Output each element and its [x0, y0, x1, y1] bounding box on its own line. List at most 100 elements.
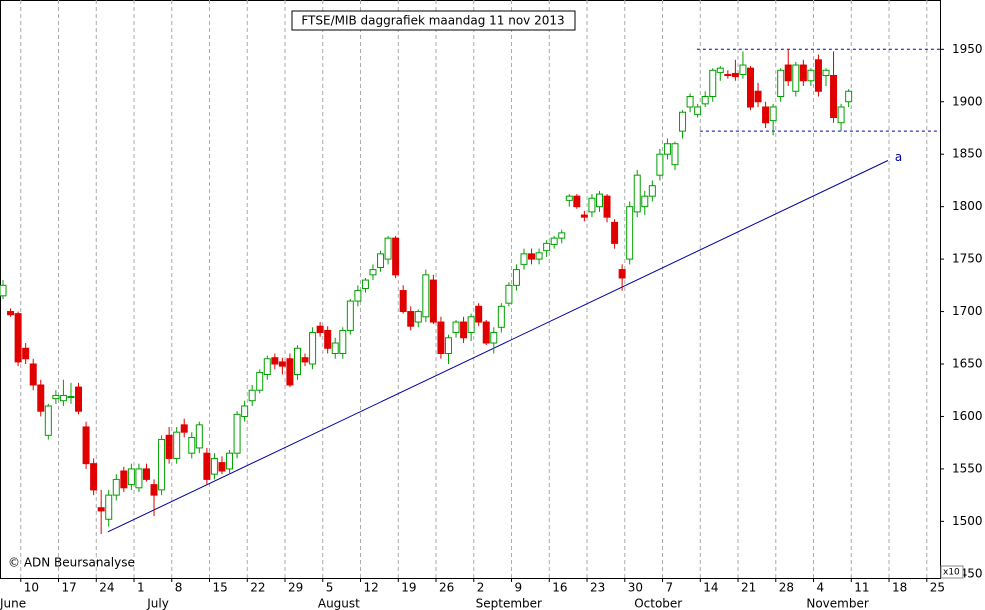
candle-body: [807, 69, 815, 82]
candle-body: [467, 316, 475, 334]
candle-body: [437, 321, 445, 355]
y-tick-label: 1500: [952, 514, 983, 528]
x-tick-label: 29: [288, 581, 303, 595]
x-tick-label: 28: [779, 581, 794, 595]
candle-body: [830, 75, 838, 118]
x-tick-label: 7: [666, 581, 674, 595]
credit: © ADN Beursanalyse: [8, 556, 135, 570]
x-tick-label: 12: [364, 581, 379, 595]
candle-body: [603, 195, 611, 218]
candle-body: [399, 290, 407, 313]
candle-body: [286, 358, 294, 386]
candle-body: [271, 357, 279, 365]
title-box: [291, 10, 576, 31]
candle-body: [497, 305, 505, 328]
candle-body: [588, 197, 596, 213]
trend-label: a: [895, 150, 902, 164]
x-tick-label: 9: [515, 581, 523, 595]
month-label: June: [0, 597, 26, 610]
candle-body: [641, 195, 649, 208]
candle-body: [203, 452, 211, 480]
candle-body: [22, 347, 30, 360]
candle-body: [671, 143, 679, 166]
candle-body: [339, 329, 347, 355]
candle-body: [686, 96, 694, 108]
candle-body: [7, 311, 15, 316]
candle-body: [263, 358, 271, 375]
candle-body: [14, 313, 22, 363]
candle-body: [59, 394, 67, 402]
candle-body: [814, 59, 822, 92]
candle-body: [158, 439, 166, 491]
candle-body: [746, 67, 754, 108]
candle-body: [482, 321, 490, 344]
x-tick-label: 25: [930, 581, 945, 595]
candle-body: [626, 206, 634, 260]
candle-body: [407, 311, 415, 327]
candle-body: [648, 185, 656, 197]
x-tick-label: 11: [854, 581, 869, 595]
candle-body: [762, 106, 770, 124]
candle-body: [822, 69, 830, 77]
y-tick-label: 1800: [952, 199, 983, 213]
candle-body: [346, 300, 354, 331]
candle-body: [112, 478, 120, 496]
y-tick-label: 1900: [952, 94, 983, 108]
x-tick-label: 22: [250, 581, 265, 595]
candle-body: [679, 111, 687, 132]
x-tick-label: 8: [175, 581, 183, 595]
month-label: October: [634, 597, 682, 610]
candle-body: [278, 361, 286, 367]
candle-body: [331, 342, 339, 355]
candle-body: [505, 284, 513, 304]
trend-line: [107, 160, 889, 533]
candle-body: [528, 253, 536, 260]
candle-body: [777, 69, 785, 98]
candle-body: [701, 96, 709, 105]
candle-body: [460, 321, 468, 339]
y-tick-label: 1750: [952, 252, 983, 266]
candle-body: [475, 305, 483, 323]
candle-body: [309, 332, 317, 365]
candle-body: [82, 426, 90, 465]
candle-body: [663, 143, 671, 155]
candle-body: [618, 269, 626, 279]
candle-body: [716, 67, 724, 73]
candle-body: [731, 72, 739, 78]
candle-body: [543, 242, 551, 252]
candle-body: [444, 337, 452, 355]
candle-body: [573, 195, 581, 208]
month-label: November: [806, 597, 868, 610]
candle-body: [180, 424, 188, 433]
candle-body: [301, 357, 309, 363]
candle-body: [369, 269, 377, 276]
candle-body: [392, 237, 400, 276]
candle-body: [845, 90, 853, 103]
candle-body: [241, 405, 249, 417]
candle-body: [558, 232, 566, 239]
candle-body: [656, 153, 664, 176]
x-tick-label: 26: [439, 581, 454, 595]
candle-body: [754, 90, 762, 103]
x-tick-label: 21: [741, 581, 756, 595]
candle-body: [120, 470, 128, 489]
candle-body: [44, 405, 52, 436]
month-label: July: [146, 597, 169, 610]
x-tick-label: 4: [817, 581, 825, 595]
candle-body: [150, 484, 158, 496]
candle-body: [0, 284, 7, 297]
candle-body: [90, 463, 98, 491]
y-tick-label: 1550: [952, 461, 983, 475]
candle-body: [29, 363, 37, 386]
candle-body: [75, 386, 83, 412]
candle-body: [97, 507, 105, 512]
candle-body: [195, 424, 203, 449]
x-tick-label: 17: [62, 581, 77, 595]
candle-body: [452, 321, 460, 334]
candle-body: [316, 325, 324, 334]
candle-body: [535, 252, 543, 260]
candle-body: [724, 73, 732, 77]
x-tick-label: 23: [590, 581, 605, 595]
